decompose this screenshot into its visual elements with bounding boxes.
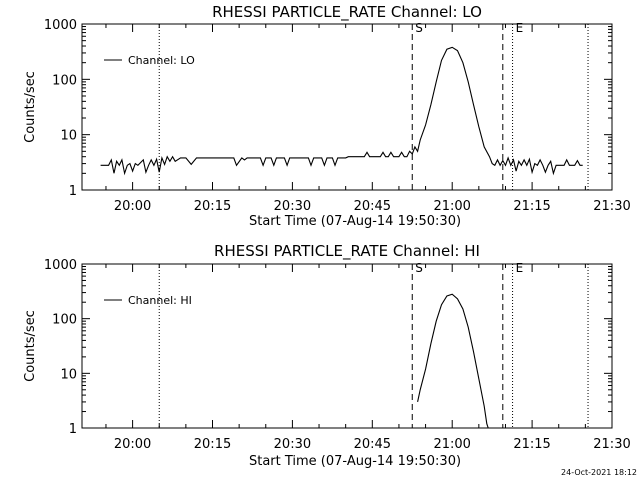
chart-1-marker-label: S xyxy=(415,21,423,35)
chart-1-y-tick-label: 1 xyxy=(69,184,77,199)
chart-2-x-axis-label: Start Time (07-Aug-14 19:50:30) xyxy=(249,454,461,469)
chart-1-y-tick-label: 10 xyxy=(60,129,77,144)
chart-1-x-axis-label: Start Time (07-Aug-14 19:50:30) xyxy=(249,214,461,229)
chart-2-x-tick-label: 20:00 xyxy=(114,437,151,452)
chart-2-y-axis-label: Counts/sec xyxy=(23,310,38,382)
chart-1-y-tick-label: 1000 xyxy=(44,18,77,33)
chart-1-series-line xyxy=(100,46,583,176)
chart-1-x-tick-label: 20:45 xyxy=(354,199,391,214)
chart-1-x-tick-label: 21:15 xyxy=(513,199,550,214)
chart-1-x-tick-label: 20:15 xyxy=(194,199,231,214)
footer-timestamp: 24-Oct-2021 18:12 xyxy=(561,468,637,477)
chart-2-y-tick-label: 100 xyxy=(52,313,77,328)
chart-1-x-tick-label: 20:30 xyxy=(274,199,311,214)
chart-2-frame xyxy=(81,263,613,429)
chart-2-x-tick-label: 21:00 xyxy=(433,437,470,452)
chart-2-x-tick-label: 20:45 xyxy=(354,437,391,452)
chart-2-x-tick-label: 21:15 xyxy=(513,437,550,452)
chart-2-y-tick-label: 1000 xyxy=(44,258,77,273)
chart-1-y-axis-label: Counts/sec xyxy=(23,71,38,143)
chart-2-x-tick-label: 20:15 xyxy=(194,437,231,452)
chart-1-legend-label: Channel: LO xyxy=(128,54,195,67)
chart-1-x-tick-label: 21:30 xyxy=(593,199,630,214)
chart-2-y-tick-label: 10 xyxy=(60,367,77,382)
chart-1-x-tick-label: 21:00 xyxy=(433,199,470,214)
chart-2-legend-label: Channel: HI xyxy=(128,294,192,307)
chart-2-x-tick-label: 21:30 xyxy=(593,437,630,452)
chart-2-marker-label: E xyxy=(516,261,524,275)
chart-1-x-tick-label: 20:00 xyxy=(114,199,151,214)
chart-2-y-tick-label: 1 xyxy=(69,422,77,437)
chart-2-series-line xyxy=(417,293,489,429)
chart-1-title: RHESSI PARTICLE_RATE Channel: LO xyxy=(212,3,482,22)
chart-2-title: RHESSI PARTICLE_RATE Channel: HI xyxy=(214,242,480,261)
chart-2-x-tick-label: 20:30 xyxy=(274,437,311,452)
chart-1-y-tick-label: 100 xyxy=(52,73,77,88)
chart-2-marker-label: S xyxy=(415,261,423,275)
chart-1-marker-label: E xyxy=(516,21,524,35)
chart-1-frame xyxy=(81,23,613,191)
